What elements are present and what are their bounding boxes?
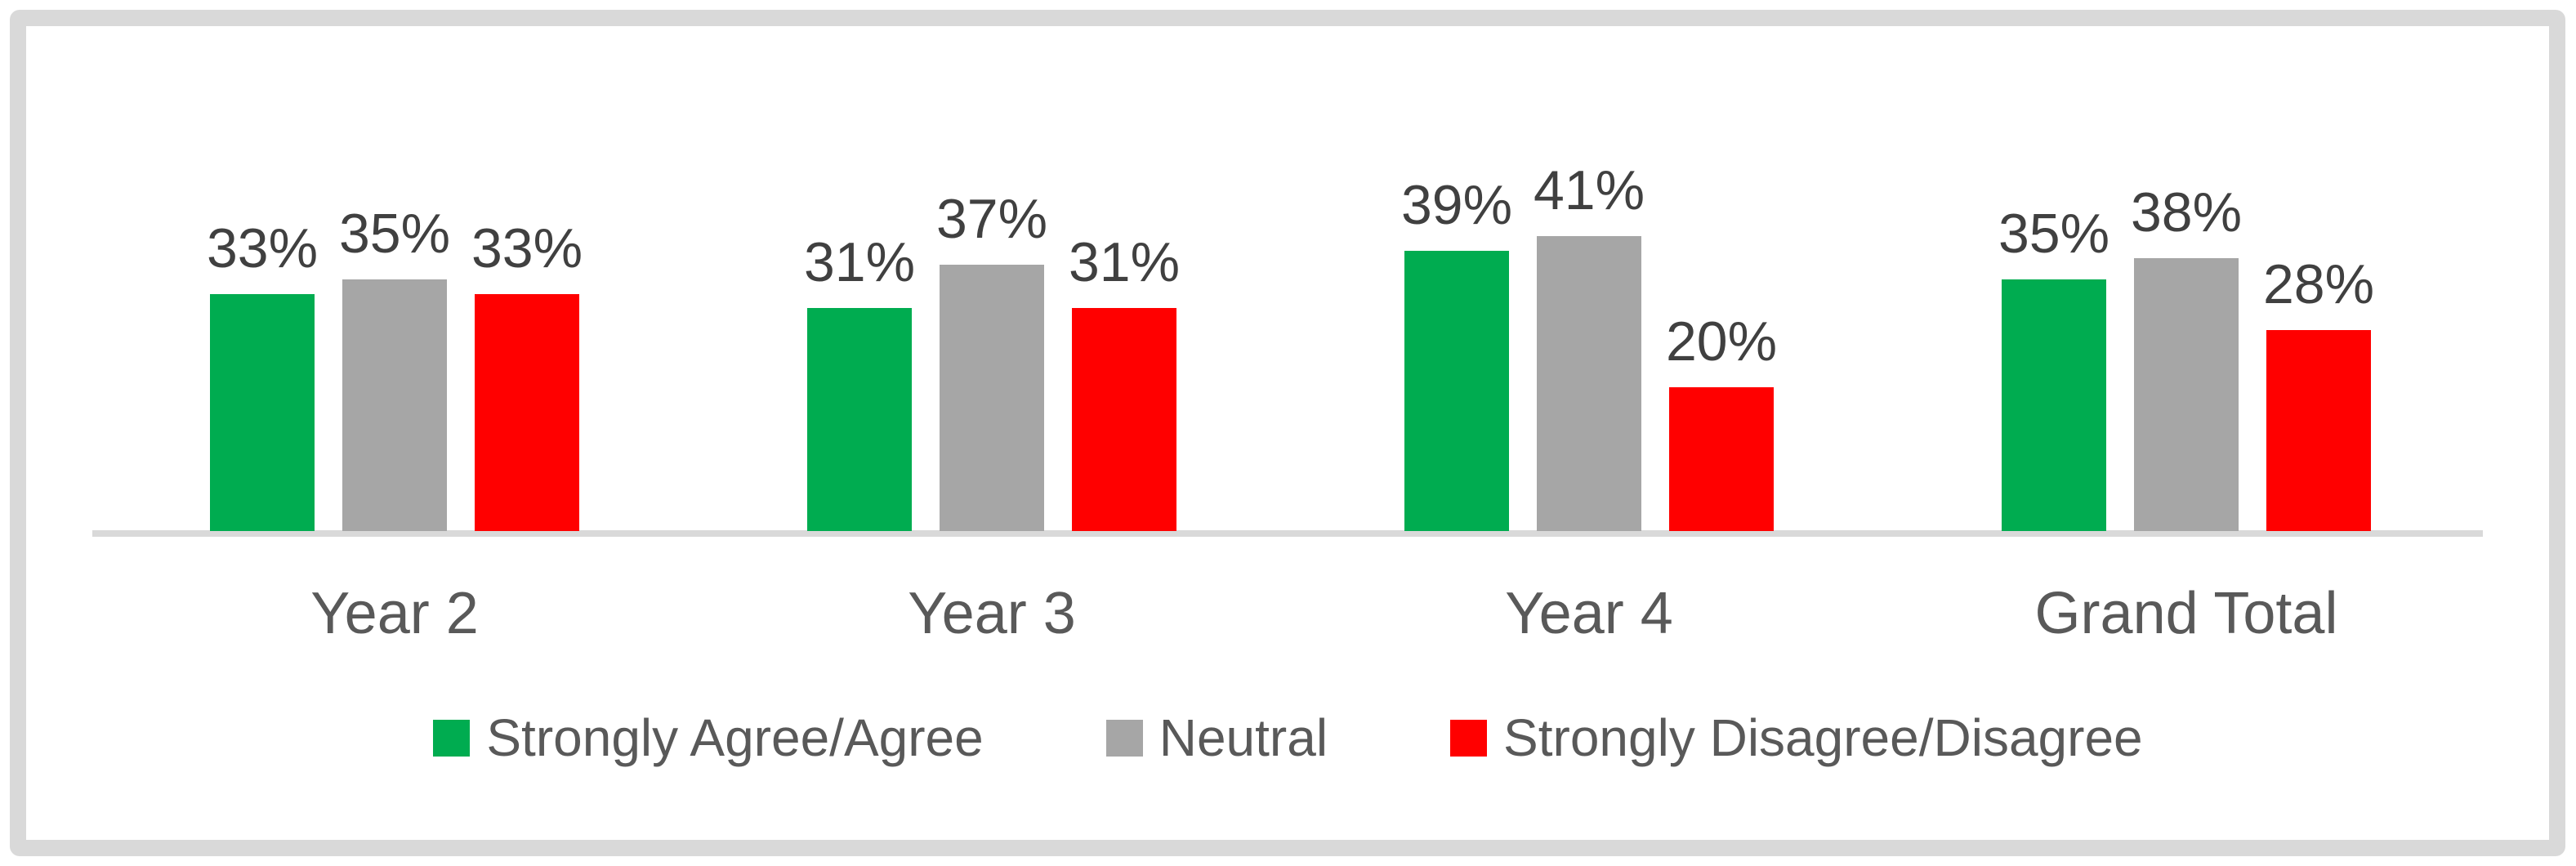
bar-cluster-grand-total: 35% 38% 28% — [1998, 185, 2374, 531]
bar-value-label: 28% — [2262, 253, 2375, 315]
bar-value-label: 38% — [2130, 181, 2243, 243]
legend-item-2: Strongly Disagree/Disagree — [1450, 709, 2143, 766]
category-label-year-3: Year 3 — [908, 581, 1076, 646]
bar-cluster-year-2: 33% 35% 33% — [207, 206, 583, 531]
bar-year-4-series-1: 41% — [1534, 163, 1645, 531]
legend-label: Strongly Agree/Agree — [486, 708, 984, 767]
legend: Strongly Agree/Agree Neutral Strongly Disa… — [0, 709, 2576, 766]
bar-year-2-series-1: 35% — [339, 206, 450, 531]
x-axis-line — [92, 530, 2483, 537]
category-label-year-4: Year 4 — [1505, 581, 1673, 646]
bar-value-label: 41% — [1533, 159, 1645, 221]
bar-value-label: 33% — [206, 217, 319, 279]
legend-item-0: Strongly Agree/Agree — [433, 708, 984, 767]
bar-cluster-year-4: 39% 41% 20% — [1401, 163, 1777, 531]
bar-year-2-series-2: 33% — [471, 221, 583, 531]
category-label-grand-total: Grand Total — [2034, 581, 2338, 646]
bar-grand-total-series-1: 38% — [2131, 185, 2242, 531]
bar-year-3-series-1: 37% — [936, 191, 1047, 531]
bar-year-4-series-2: 20% — [1666, 314, 1777, 531]
legend-swatch-icon — [1105, 719, 1143, 757]
bar-cluster-year-3: 31% 37% 31% — [804, 191, 1180, 531]
legend-swatch-icon — [433, 719, 471, 757]
legend-label: Neutral — [1159, 708, 1328, 767]
bar-year-3-series-0: 31% — [804, 234, 915, 531]
bar-year-4-series-0: 39% — [1401, 177, 1512, 531]
legend-label: Strongly Disagree/Disagree — [1503, 708, 2143, 767]
bar-year-3-series-2: 31% — [1069, 234, 1180, 531]
category-label-year-2: Year 2 — [310, 581, 479, 646]
bar-grand-total-series-2: 28% — [2263, 257, 2374, 531]
bar-value-label: 33% — [471, 217, 583, 279]
bar-year-2-series-0: 33% — [207, 221, 318, 531]
bar-value-label: 31% — [803, 231, 916, 293]
legend-item-1: Neutral — [1105, 708, 1328, 767]
plot-area: 33% 35% 33% 31% 37% 31% 39% 41% 20% 35% 38% 28% — [207, 163, 2374, 531]
category-axis: Year 2 Year 3 Year 4 Grand Total — [0, 581, 2576, 655]
bar-value-label: 31% — [1068, 231, 1181, 293]
bar-value-label: 37% — [935, 188, 1048, 250]
legend-swatch-icon — [1450, 719, 1488, 757]
bar-value-label: 39% — [1400, 174, 1513, 236]
bar-value-label: 20% — [1665, 310, 1778, 373]
bar-value-label: 35% — [1998, 203, 2110, 265]
bar-value-label: 35% — [338, 203, 451, 265]
bar-grand-total-series-0: 35% — [1998, 206, 2109, 531]
